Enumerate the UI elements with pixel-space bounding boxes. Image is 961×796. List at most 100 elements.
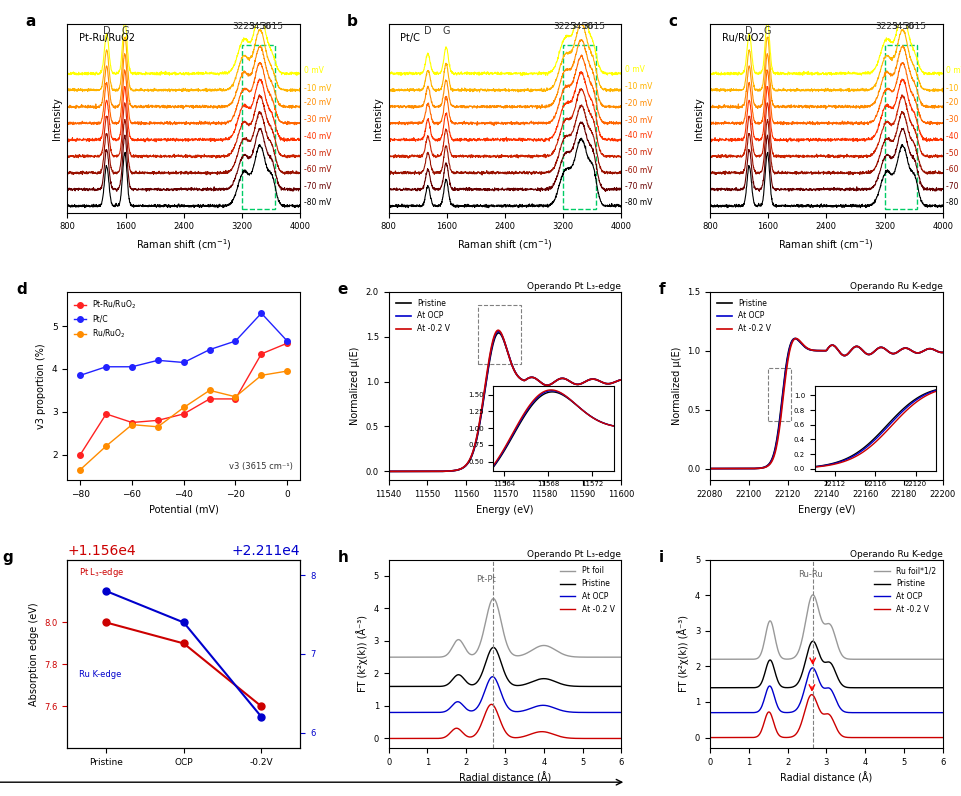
Pristine (382, 681, 394, 691)
Text: -50 mV: -50 mV (304, 149, 331, 158)
Text: Pt/C: Pt/C (400, 33, 420, 43)
Text: v3 (3615 cm⁻¹): v3 (3615 cm⁻¹) (229, 462, 293, 471)
At -0.2 V (915, 733, 926, 743)
Line: Ru foil*1/2: Ru foil*1/2 (709, 595, 942, 659)
Text: G: G (121, 25, 129, 36)
At OCP (594, 708, 605, 717)
Pristine (900, 344, 912, 353)
Pristine (487, 642, 499, 652)
Text: Pt L$_3$-edge: Pt L$_3$-edge (79, 566, 124, 579)
Text: d: d (16, 283, 27, 298)
X-axis label: Energy (eV): Energy (eV) (797, 505, 854, 515)
Pt foil (382, 653, 394, 662)
Text: -80 mV: -80 mV (946, 197, 961, 207)
At -0.2 V (843, 733, 854, 743)
Pristine (915, 347, 926, 357)
At -0.2 V (492, 326, 504, 335)
Pristine (526, 677, 537, 687)
At -0.2 V (842, 732, 853, 742)
Text: e: e (337, 283, 348, 298)
At OCP (382, 466, 394, 476)
Ru foil*1/2 (806, 590, 818, 599)
Text: -60 mV: -60 mV (304, 165, 331, 174)
Text: -70 mV: -70 mV (304, 181, 331, 190)
Y-axis label: Intensity: Intensity (373, 97, 382, 139)
Ru foil*1/2 (843, 654, 854, 664)
Pristine (521, 374, 532, 384)
Pristine (704, 464, 716, 474)
At -0.2 V (900, 733, 912, 743)
Pt/C (282, 336, 293, 345)
Pristine (806, 637, 818, 646)
Bar (242, 45, 275, 209)
Text: -30 mV: -30 mV (625, 116, 652, 125)
Pt/C (230, 336, 241, 345)
Line: Pristine: Pristine (388, 333, 621, 471)
At OCP (843, 348, 854, 357)
At -0.2 V (382, 466, 394, 476)
Ru/RuO$_2$ (230, 392, 241, 401)
Pt foil (615, 653, 627, 662)
Text: -30 mV: -30 mV (304, 115, 331, 124)
At -0.2 V (485, 700, 497, 709)
At OCP (703, 708, 715, 717)
At -0.2 V (936, 348, 948, 357)
Pt-Ru/RuO$_2$ (178, 409, 189, 419)
Legend: Pristine, At OCP, At -0.2 V: Pristine, At OCP, At -0.2 V (713, 295, 774, 337)
Text: b: b (346, 14, 357, 29)
Text: -60 mV: -60 mV (625, 166, 652, 174)
Pristine (383, 681, 395, 691)
Pristine (703, 464, 715, 474)
Y-axis label: Absorption edge (eV): Absorption edge (eV) (29, 602, 38, 706)
Y-axis label: Intensity: Intensity (694, 97, 703, 139)
Text: Operando Ru K-edge: Operando Ru K-edge (849, 282, 942, 291)
X-axis label: Raman shift (cm$^{-1}$): Raman shift (cm$^{-1}$) (777, 236, 874, 252)
Pristine (579, 681, 591, 691)
At -0.2 V (847, 733, 858, 743)
Text: Ru-Ru: Ru-Ru (798, 571, 823, 579)
Pristine (900, 683, 912, 693)
Pristine (843, 683, 854, 693)
Pt/C (152, 356, 163, 365)
At OCP (847, 343, 858, 353)
At OCP (486, 672, 498, 681)
Text: 3225: 3225 (233, 22, 255, 31)
At OCP (526, 703, 537, 712)
At OCP (383, 708, 395, 717)
Line: Pt-Ru/RuO$_2$: Pt-Ru/RuO$_2$ (78, 341, 289, 458)
Pt foil (594, 653, 605, 662)
Text: 3450: 3450 (249, 22, 271, 31)
Pt-Ru/RuO$_2$ (100, 409, 111, 419)
Y-axis label: Normalized μ(E): Normalized μ(E) (671, 347, 680, 425)
At OCP (615, 708, 627, 717)
Pristine (704, 683, 716, 693)
Pristine (522, 678, 533, 688)
At OCP (492, 326, 504, 336)
Text: 3225: 3225 (554, 22, 576, 31)
Text: -80 mV: -80 mV (625, 198, 652, 207)
At -0.2 V (382, 734, 394, 743)
Text: i: i (658, 550, 663, 565)
X-axis label: Energy (eV): Energy (eV) (476, 505, 533, 515)
Ru/RuO$_2$ (204, 385, 215, 395)
At -0.2 V (843, 348, 854, 357)
At -0.2 V (594, 377, 605, 386)
At -0.2 V (789, 334, 801, 343)
X-axis label: Raman shift (cm$^{-1}$): Raman shift (cm$^{-1}$) (136, 236, 232, 252)
Text: f: f (658, 283, 665, 298)
At OCP (936, 348, 948, 357)
At -0.2 V (383, 734, 395, 743)
At OCP (594, 377, 605, 386)
Ru foil*1/2 (847, 654, 858, 664)
Pt-Ru/RuO$_2$ (74, 450, 86, 459)
At -0.2 V (594, 734, 605, 743)
Text: -10 mV: -10 mV (946, 84, 961, 93)
Text: -70 mV: -70 mV (946, 181, 961, 190)
At -0.2 V (704, 464, 716, 474)
At OCP (847, 708, 858, 717)
Line: Pristine: Pristine (388, 647, 621, 686)
Text: -20 mV: -20 mV (304, 98, 331, 107)
Text: D: D (103, 25, 111, 36)
Pristine (915, 683, 926, 693)
Text: -50 mV: -50 mV (946, 149, 961, 158)
